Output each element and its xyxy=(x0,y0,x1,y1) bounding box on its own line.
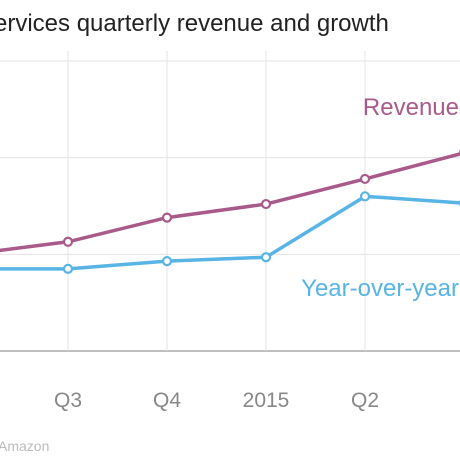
grid-layer xyxy=(0,51,460,352)
series-point-1-1 xyxy=(62,263,74,274)
series-point-1-4 xyxy=(359,191,371,202)
series-point-1-3 xyxy=(260,252,272,263)
series-point-1-2 xyxy=(161,256,173,267)
series-line-0 xyxy=(0,152,460,253)
x-tick-label: Q2 xyxy=(351,389,379,412)
series-label-yoy: Year-over-year xyxy=(301,275,459,302)
chart-source: Amazon xyxy=(0,438,49,454)
series-point-0-3 xyxy=(260,198,272,210)
tick-layer: 2Q3Q42015Q2 xyxy=(54,389,379,412)
x-tick-label: Q3 xyxy=(54,389,82,412)
series-point-0-1 xyxy=(62,236,74,247)
chart-title: ervices quarterly revenue and growth xyxy=(0,10,389,37)
x-tick-label: Q4 xyxy=(153,389,181,412)
x-tick-label: 2015 xyxy=(243,389,290,412)
series-point-0-2 xyxy=(161,212,173,223)
series-layer xyxy=(0,149,460,274)
series-point-0-4 xyxy=(359,173,371,185)
series-line-1 xyxy=(0,194,460,271)
series-label-revenue: Revenue xyxy=(363,94,459,121)
